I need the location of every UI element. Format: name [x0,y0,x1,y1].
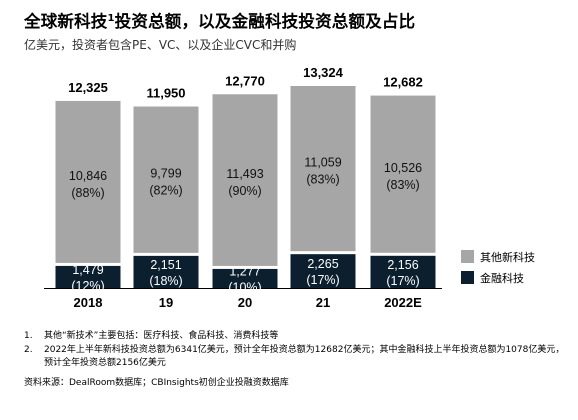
label-fintech-pct-21: (17%) [306,273,339,287]
bar-fintech-20 [212,268,278,288]
stacked-bar-chart: 10,846 (88%) 1,479 (12%) 12,325 2018 9,799 (82%… [44,65,535,310]
x-tick-2022E: 2022E [384,295,422,310]
label-total-19: 11,950 [146,86,185,101]
label-total-20: 12,770 [225,73,265,88]
label-other-pct-20: (90%) [228,184,261,198]
chart-subtitle: 亿美元，投资者包含PE、VC、以及企业CVC和并购 [24,38,297,52]
label-other-value-21: 11,059 [304,156,341,170]
label-fintech-value-21: 2,265 [307,257,338,271]
label-fintech-pct-2018: (12%) [71,279,104,293]
label-other-pct-21: (83%) [306,173,339,187]
bar-fintech-2022E [370,255,436,288]
legend-label-other-tech: 其他新科技 [480,250,535,264]
label-total-21: 13,324 [303,65,344,80]
footnotes: 1. 其他“新技术”主要包括：医疗科技、食品科技、消费科技等 2. 2022年上… [24,330,569,390]
bar-fintech-19 [133,255,199,288]
label-other-value-20: 11,493 [226,167,263,181]
footnote-1: 1. 其他“新技术”主要包括：医疗科技、食品科技、消费科技等 [24,331,279,341]
footnote-2: 2. 2022年上半年新科技投资总额为6341亿美元，预计全年投资总额为1268… [24,344,565,369]
label-fintech-pct-20: (10%) [228,280,261,294]
label-fintech-pct-19: (18%) [149,274,182,288]
label-total-2022E: 12,682 [383,75,423,90]
bar-fintech-2018 [55,265,121,288]
legend-swatch-other-tech [461,250,474,263]
label-other-pct-19: (82%) [149,184,182,198]
chart-title: 全球新科技1投资总额，以及金融科技投资总额及占比 [24,12,416,31]
label-other-value-19: 9,799 [150,167,181,181]
x-tick-20: 20 [238,295,252,310]
label-other-value-2018: 10,846 [69,169,107,183]
x-tick-21: 21 [316,295,330,310]
label-other-value-2022E: 10,526 [384,161,422,175]
bar-fintech-21 [290,254,356,288]
label-other-pct-2018: (88%) [71,186,104,200]
label-other-pct-2022E: (83%) [386,178,419,192]
bar-other-tech-19 [133,106,199,253]
label-fintech-value-2018: 1,479 [72,263,103,277]
x-tick-2018: 2018 [74,295,103,310]
label-fintech-value-2022E: 2,156 [387,258,418,272]
bar-other-tech-21 [290,86,356,252]
bar-other-tech-20 [212,94,278,266]
label-fintech-value-20: 1,277 [229,264,260,278]
x-tick-19: 19 [159,295,173,310]
label-fintech-pct-2022E: (17%) [386,274,419,288]
legend-swatch-fintech [461,271,474,284]
label-total-2018: 12,325 [68,80,108,95]
source-note: 资料来源：DealRoom数据库；CBInsights初创企业投融资数据库 [24,377,289,388]
legend-label-fintech: 金融科技 [480,271,524,285]
label-fintech-value-19: 2,151 [150,258,181,272]
bar-other-tech-2022E [370,95,436,253]
bar-other-tech-2018 [55,100,121,263]
